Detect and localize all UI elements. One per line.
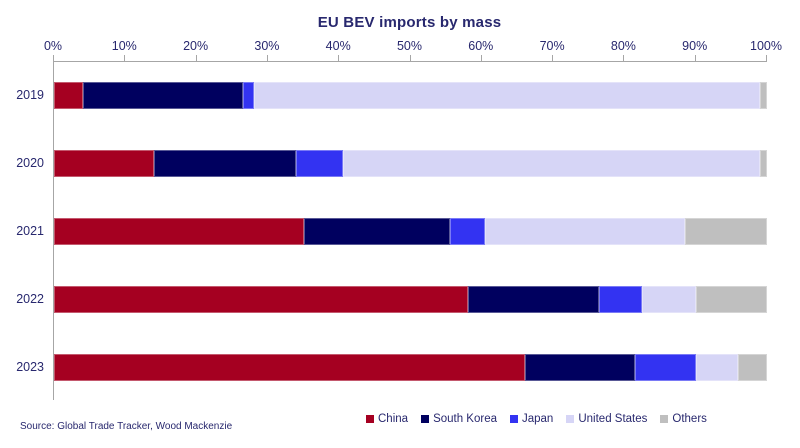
bar-segment-china-2021 <box>54 218 304 245</box>
x-tick-mark <box>766 55 767 61</box>
year-label-2021: 2021 <box>16 224 44 238</box>
x-tick-label: 50% <box>396 39 423 53</box>
bar-segment-japan-2021 <box>449 218 486 245</box>
bar-segment-united-states-2019 <box>253 82 760 109</box>
legend-label-japan: Japan <box>522 413 554 425</box>
year-label-2019: 2019 <box>16 88 44 102</box>
legend-item-others: Others <box>660 413 707 425</box>
bar-segment-china-2019 <box>54 82 83 109</box>
legend-item-china: China <box>366 413 408 425</box>
x-axis-line <box>53 61 767 62</box>
bar-segment-china-2022 <box>54 286 468 313</box>
x-tick-label: 80% <box>610 39 636 53</box>
bar-segment-south-korea-2019 <box>82 82 243 109</box>
bar-segment-others-2020 <box>759 150 767 177</box>
x-tick-label: 30% <box>254 39 280 53</box>
x-tick-mark <box>338 55 340 61</box>
x-tick-label: 40% <box>325 39 351 53</box>
bar-segment-south-korea-2023 <box>524 354 636 381</box>
legend-item-japan: Japan <box>510 413 553 425</box>
bar-segment-united-states-2022 <box>642 286 696 313</box>
x-tick-mark <box>409 55 411 61</box>
x-tick-label: 90% <box>682 39 708 53</box>
x-tick-mark <box>195 55 197 61</box>
bar-segment-others-2022 <box>695 286 767 313</box>
bar-segment-japan-2023 <box>635 354 696 381</box>
x-tick-mark <box>694 55 696 61</box>
bar-segment-china-2020 <box>54 150 154 177</box>
bar-row-2019 <box>54 82 767 109</box>
x-tick-label: 10% <box>111 39 137 53</box>
x-tick-label: 100% <box>750 39 782 53</box>
x-tick-label: 60% <box>468 39 494 53</box>
bar-segment-others-2021 <box>684 218 767 245</box>
chart-title: EU BEV imports by mass <box>317 14 502 31</box>
bar-row-2021 <box>54 218 767 245</box>
legend-swatch-south-korea <box>421 415 430 423</box>
source-note: Source: Global Trade Tracker, Wood Macke… <box>20 421 233 432</box>
x-tick-mark <box>623 55 625 61</box>
y-axis-line <box>53 61 54 400</box>
year-label-2022: 2022 <box>16 292 44 306</box>
bar-row-2022 <box>54 286 767 313</box>
bar-segment-china-2023 <box>54 354 525 381</box>
legend-item-south-korea: South Korea <box>421 413 497 425</box>
bar-segment-japan-2020 <box>296 150 343 177</box>
legend-swatch-china <box>366 415 374 423</box>
x-tick-mark <box>480 55 482 61</box>
legend-label-others: Others <box>672 413 707 425</box>
bar-segment-japan-2019 <box>242 82 254 109</box>
legend-label-south-korea: South Korea <box>433 413 497 425</box>
x-tick-mark <box>53 55 54 61</box>
bar-segment-united-states-2021 <box>485 218 685 245</box>
x-tick-label: 20% <box>183 39 209 53</box>
bar-row-2023 <box>54 354 767 381</box>
year-label-2020: 2020 <box>16 156 44 170</box>
bar-segment-others-2023 <box>738 354 767 381</box>
bar-segment-united-states-2020 <box>342 150 760 177</box>
bar-segment-south-korea-2020 <box>153 150 297 177</box>
x-tick-mark <box>552 55 554 61</box>
legend: China South Korea Japan United States Others <box>366 413 707 425</box>
year-label-2023: 2023 <box>16 360 44 374</box>
bar-segment-others-2019 <box>759 82 767 109</box>
bar-segment-united-states-2023 <box>695 354 739 381</box>
legend-item-united-states: United States <box>566 413 647 425</box>
bar-segment-japan-2022 <box>599 286 643 313</box>
x-tick-mark <box>266 55 268 61</box>
legend-label-united-states: United States <box>578 413 648 425</box>
legend-swatch-others <box>660 415 669 423</box>
legend-swatch-japan <box>510 415 518 423</box>
legend-label-china: China <box>378 413 409 425</box>
x-tick-label: 70% <box>539 39 565 53</box>
bar-row-2020 <box>54 150 767 177</box>
x-tick-label: 0% <box>43 39 63 53</box>
x-tick-mark <box>124 55 126 61</box>
legend-swatch-united-states <box>566 415 575 423</box>
bar-segment-south-korea-2022 <box>467 286 600 313</box>
bar-segment-south-korea-2021 <box>303 218 450 245</box>
